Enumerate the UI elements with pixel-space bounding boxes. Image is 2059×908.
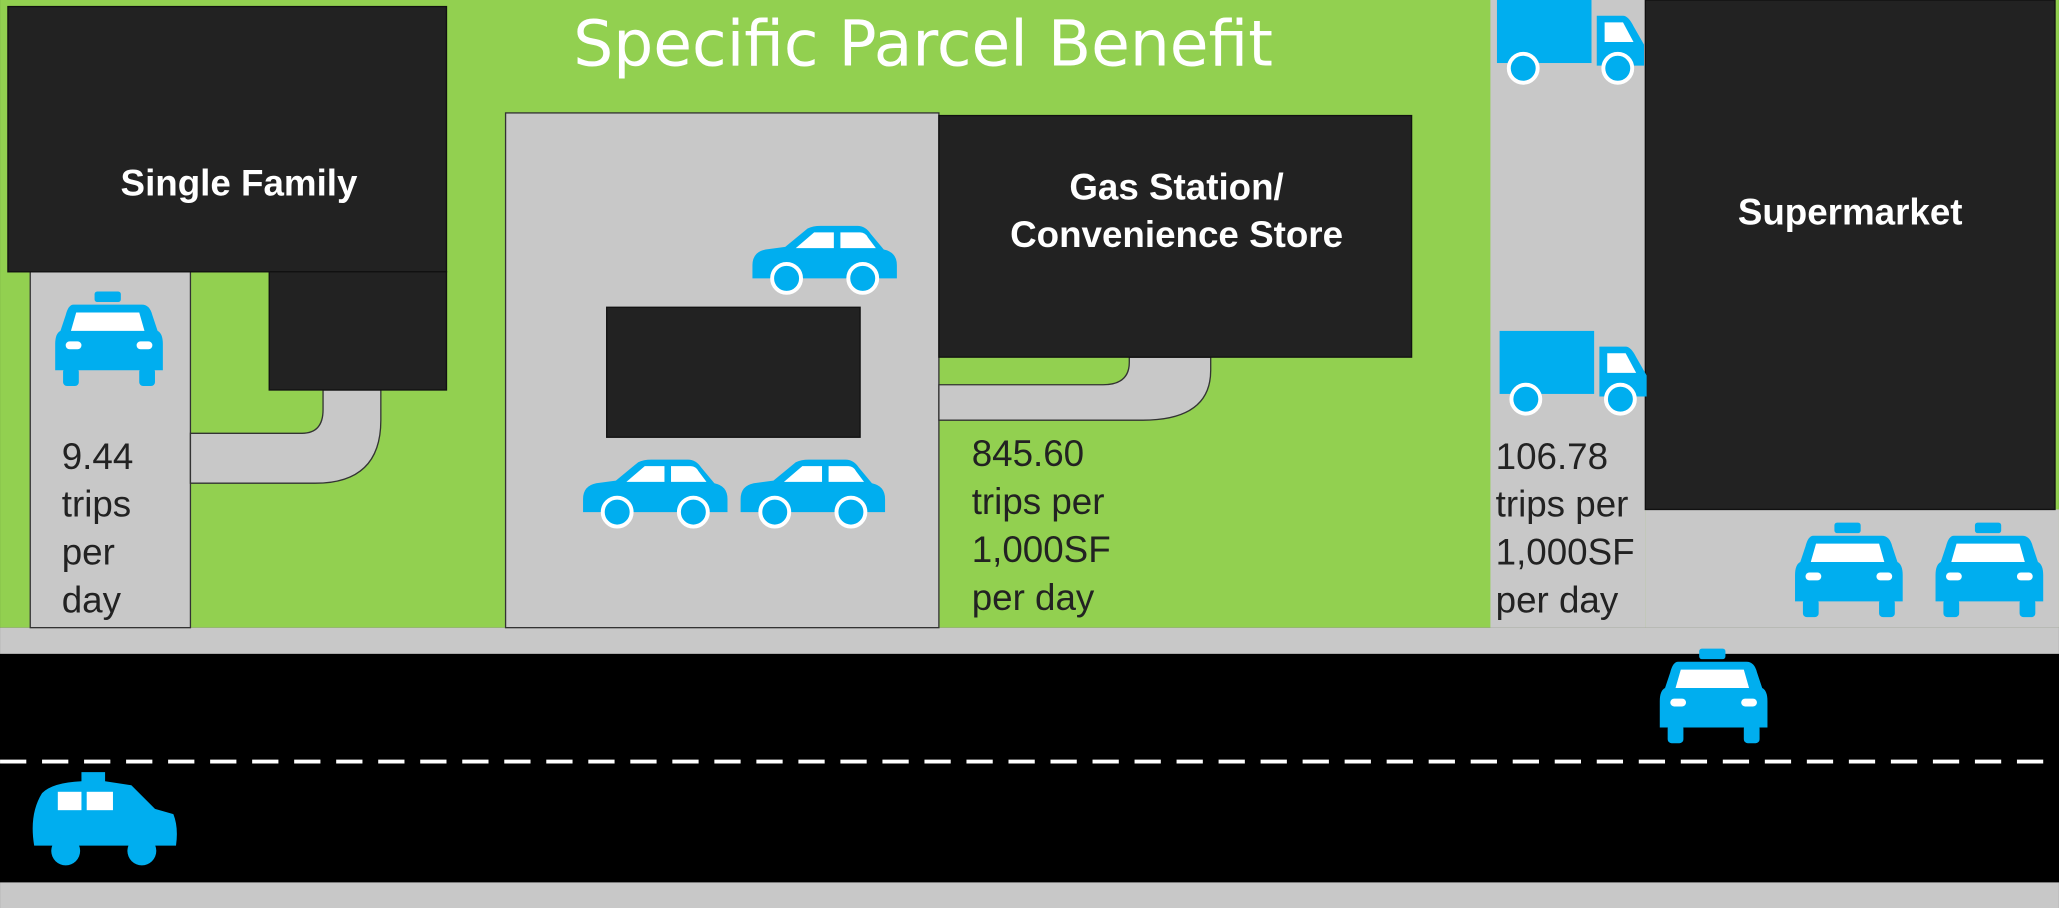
- sidewalk: [0, 882, 2059, 908]
- building-label: Convenience Store: [1010, 214, 1343, 255]
- trip-rate: trips per: [1496, 484, 1629, 525]
- sidewalk: [0, 627, 2059, 654]
- trip-rate: 9.44: [62, 436, 134, 477]
- building-label: Gas Station/: [1069, 167, 1283, 208]
- driveway: [938, 356, 1212, 421]
- building: [938, 114, 1413, 358]
- trip-rate: 106.78: [1496, 436, 1608, 477]
- building-label: Single Family: [121, 163, 358, 204]
- page-title: Specific Parcel Benefit: [573, 8, 1273, 81]
- building-label: Supermarket: [1738, 192, 1963, 233]
- building: [7, 5, 448, 273]
- trip-rate: per day: [972, 577, 1095, 618]
- trip-rate: trips: [62, 484, 131, 525]
- building: [268, 271, 448, 391]
- trip-rate: trips per: [972, 481, 1105, 522]
- pump-canopy: [606, 306, 861, 438]
- building: [1644, 0, 2056, 511]
- trip-rate: 1,000SF: [972, 529, 1111, 570]
- trip-rate: day: [62, 580, 122, 621]
- trip-rate: 1,000SF: [1496, 532, 1635, 573]
- labels: Single Family 9.44 trips per day Gas Station/…: [62, 163, 1963, 621]
- trip-rate: 845.60: [972, 433, 1084, 474]
- trip-rate: per day: [1496, 580, 1619, 621]
- loading-lane: [1490, 0, 1646, 628]
- trip-rate: per: [62, 532, 115, 573]
- side-taxi: [32, 772, 177, 866]
- driveway: [189, 389, 382, 484]
